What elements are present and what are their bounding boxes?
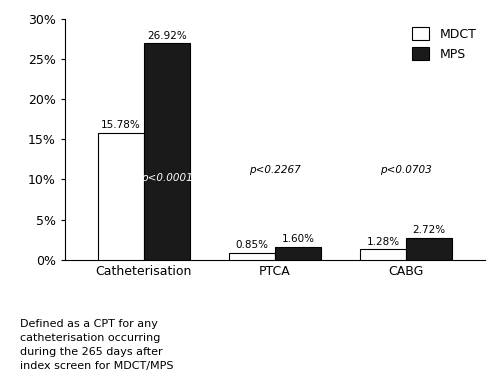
Bar <box>144 43 190 260</box>
Text: 0.85%: 0.85% <box>236 240 268 250</box>
Text: Defined as a CPT for any
catheterisation occurring
during the 265 days after
ind: Defined as a CPT for any catheterisation… <box>20 319 174 371</box>
Text: p<0.2267: p<0.2267 <box>249 165 301 175</box>
Text: 1.28%: 1.28% <box>366 237 400 247</box>
Text: 2.72%: 2.72% <box>412 226 446 236</box>
Bar <box>98 133 144 260</box>
Text: p<0.0001: p<0.0001 <box>141 173 193 183</box>
Bar <box>406 238 452 260</box>
Text: 15.78%: 15.78% <box>101 121 140 131</box>
Text: p<0.0703: p<0.0703 <box>380 165 432 175</box>
Bar <box>360 249 406 260</box>
Bar <box>275 247 321 260</box>
Text: 1.60%: 1.60% <box>282 234 314 244</box>
Text: 26.92%: 26.92% <box>147 31 186 41</box>
Legend: MDCT, MPS: MDCT, MPS <box>410 25 479 63</box>
Bar <box>229 253 275 260</box>
